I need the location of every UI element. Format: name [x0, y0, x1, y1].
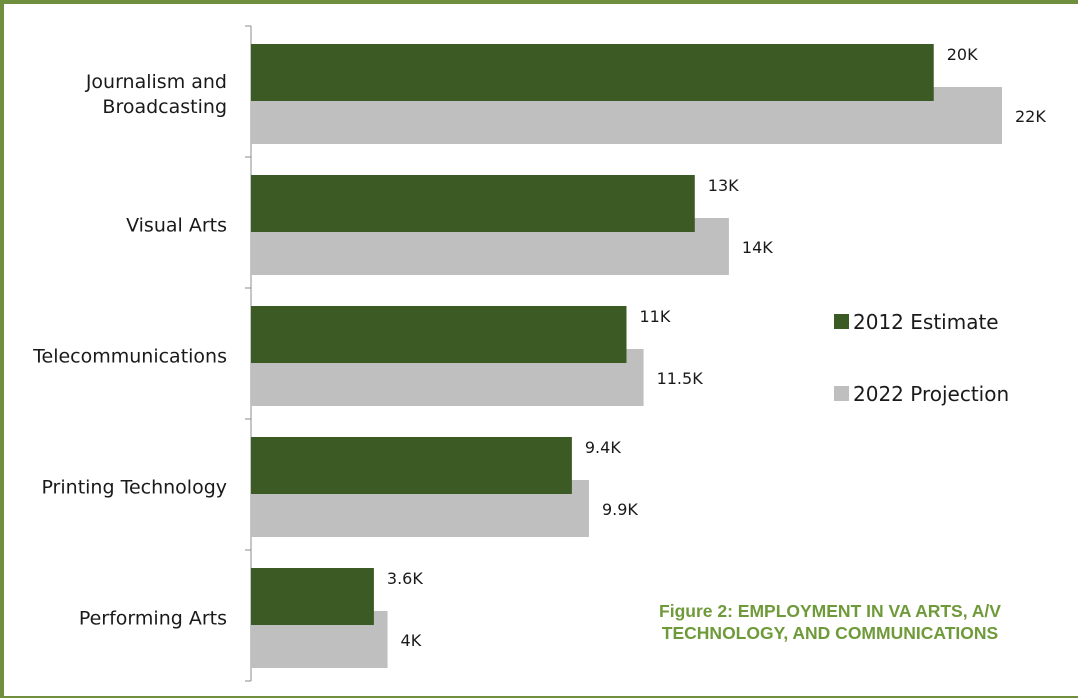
- data-label-2012: 3.6K: [387, 569, 423, 588]
- figure-caption: Figure 2: EMPLOYMENT IN VA ARTS, A/V TEC…: [590, 600, 1070, 644]
- category-label: Printing Technology: [41, 477, 227, 499]
- category-label: Performing Arts: [79, 608, 227, 630]
- data-label-2022: 22K: [1015, 107, 1046, 126]
- data-label-2012: 9.4K: [585, 438, 621, 457]
- caption-line-2: TECHNOLOGY, AND COMMUNICATIONS: [661, 623, 999, 643]
- legend-label: 2012 Estimate: [853, 310, 999, 334]
- bars-layer: [251, 44, 1002, 668]
- caption-line-1: Figure 2: EMPLOYMENT IN VA ARTS, A/V: [659, 601, 1001, 621]
- legend-label: 2022 Projection: [853, 382, 1009, 406]
- bar-2012: [251, 44, 934, 101]
- bar-2012: [251, 437, 572, 494]
- bar-2012: [251, 568, 374, 625]
- legend-swatch: [834, 314, 849, 329]
- category-label: Journalism and: [85, 71, 227, 93]
- data-label-2012: 11K: [640, 307, 671, 326]
- labels-layer: 20K 13K 11K 9.4K 3.6K 22K 14K 11.5K 9.9K 4K Journa…: [32, 45, 1046, 650]
- data-label-2022: 9.9K: [602, 500, 638, 519]
- legend-swatch: [834, 386, 849, 401]
- category-label: Visual Arts: [126, 215, 227, 237]
- bar-2012: [251, 175, 695, 232]
- category-label: Broadcasting: [102, 96, 227, 118]
- data-label-2022: 11.5K: [657, 369, 704, 388]
- category-label: Telecommunications: [32, 346, 227, 368]
- data-label-2022: 4K: [401, 631, 422, 650]
- data-label-2012: 13K: [708, 176, 739, 195]
- data-label-2022: 14K: [742, 238, 773, 257]
- legend: 2012 Estimate 2022 Projection: [834, 310, 1009, 406]
- data-label-2012: 20K: [947, 45, 978, 64]
- axis-layer: [245, 25, 252, 682]
- bar-2012: [251, 306, 627, 363]
